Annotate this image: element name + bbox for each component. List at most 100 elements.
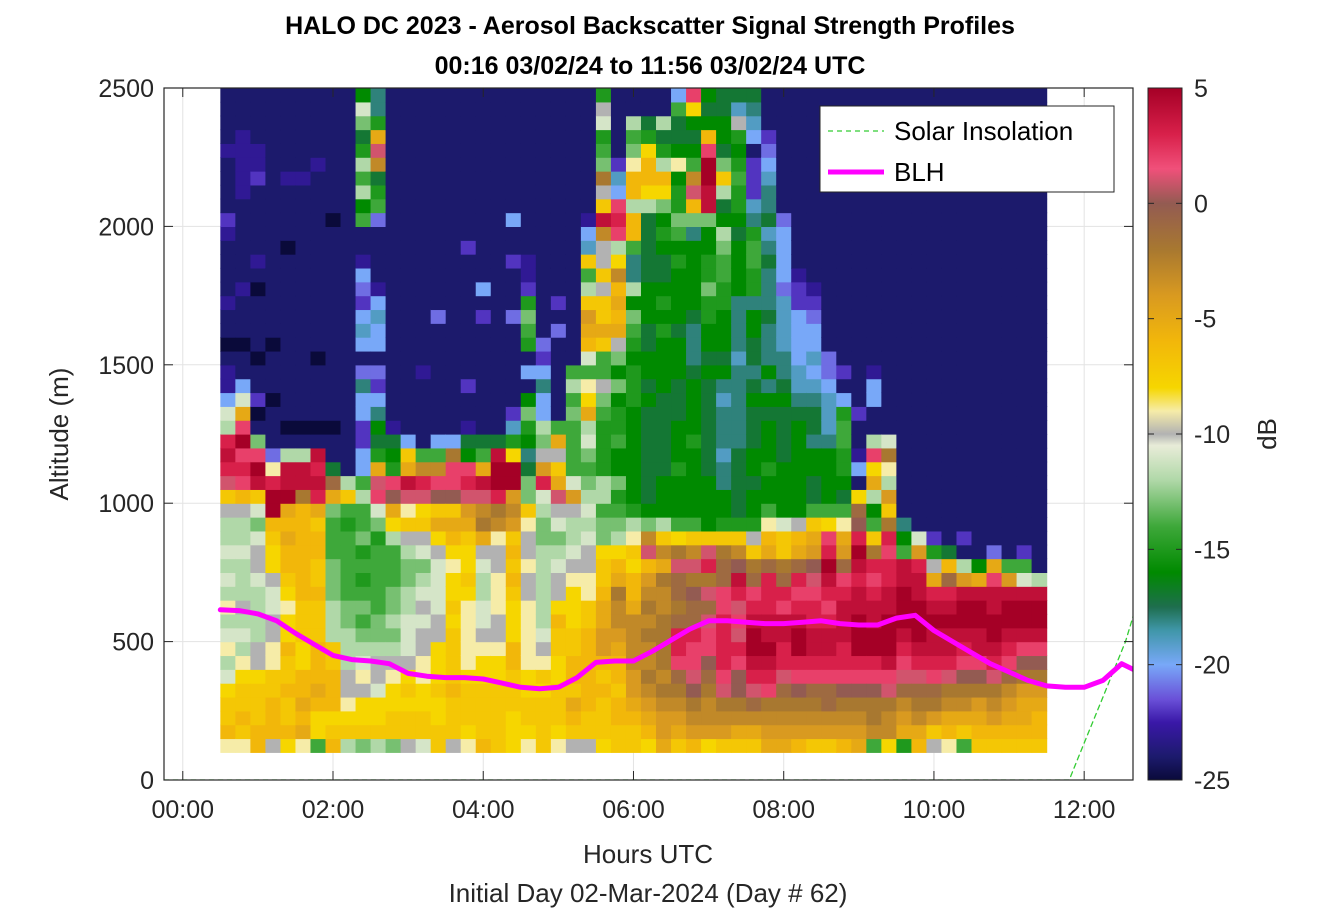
heatmap-cell bbox=[415, 392, 432, 407]
heatmap-cell bbox=[625, 696, 642, 712]
heatmap-cell bbox=[340, 88, 357, 103]
heatmap-cell bbox=[716, 337, 732, 352]
heatmap-cell bbox=[716, 157, 732, 172]
heatmap-cell bbox=[791, 434, 807, 449]
heatmap-cell bbox=[400, 378, 417, 394]
heatmap-cell bbox=[520, 157, 537, 172]
heatmap-cell bbox=[761, 461, 777, 477]
heatmap-cell bbox=[806, 212, 822, 227]
heatmap-cell bbox=[595, 226, 612, 241]
heatmap-cell bbox=[505, 475, 522, 490]
heatmap-cell bbox=[791, 641, 807, 657]
heatmap-cell bbox=[776, 240, 792, 255]
heatmap-cell bbox=[851, 198, 867, 214]
heatmap-cell bbox=[806, 267, 822, 283]
heatmap-cell bbox=[806, 627, 822, 643]
heatmap-cell bbox=[941, 613, 958, 629]
heatmap-cell bbox=[836, 475, 852, 490]
heatmap-cell bbox=[550, 143, 567, 158]
heatmap-cell bbox=[250, 337, 266, 352]
y-axis-label: Altitude (m) bbox=[44, 368, 74, 501]
heatmap-cell bbox=[866, 240, 882, 255]
heatmap-cell bbox=[911, 364, 928, 380]
heatmap-cell bbox=[235, 517, 251, 532]
heatmap-cell bbox=[1031, 544, 1048, 560]
heatmap-cell bbox=[791, 406, 807, 421]
heatmap-cell bbox=[520, 392, 537, 407]
heatmap-cell bbox=[640, 171, 657, 186]
heatmap-cell bbox=[325, 434, 342, 449]
heatmap-cell bbox=[746, 378, 762, 394]
heatmap-cell bbox=[881, 655, 897, 670]
heatmap-cell bbox=[971, 212, 988, 227]
heatmap-cell bbox=[310, 309, 327, 324]
heatmap-cell bbox=[370, 447, 387, 463]
heatmap-cell bbox=[235, 572, 251, 587]
heatmap-cell bbox=[295, 710, 312, 726]
heatmap-cell bbox=[866, 323, 882, 338]
heatmap-cell bbox=[535, 558, 552, 573]
heatmap-cell bbox=[1031, 655, 1048, 670]
heatmap-cell bbox=[565, 378, 582, 394]
heatmap-cell bbox=[926, 724, 943, 740]
heatmap-cell bbox=[475, 267, 492, 283]
heatmap-cell bbox=[806, 489, 822, 504]
colorbar-tick-label: -5 bbox=[1194, 306, 1216, 334]
heatmap-cell bbox=[851, 669, 867, 684]
heatmap-cell bbox=[851, 281, 867, 297]
heatmap-cell bbox=[490, 364, 507, 380]
heatmap-cell bbox=[220, 627, 236, 643]
heatmap-cell bbox=[911, 226, 928, 241]
heatmap-cell bbox=[340, 696, 357, 712]
heatmap-cell bbox=[310, 655, 327, 670]
heatmap-cell bbox=[355, 337, 372, 352]
heatmap-cell bbox=[445, 184, 462, 200]
heatmap-cell bbox=[911, 254, 928, 269]
heatmap-cell bbox=[656, 392, 672, 407]
heatmap-cell bbox=[520, 295, 537, 311]
heatmap-cell bbox=[911, 641, 928, 657]
heatmap-cell bbox=[565, 129, 582, 144]
heatmap-cell bbox=[671, 115, 687, 131]
heatmap-cell bbox=[1001, 447, 1018, 463]
heatmap-cell bbox=[851, 655, 867, 670]
heatmap-cell bbox=[250, 420, 266, 435]
heatmap-cell bbox=[896, 281, 912, 297]
heatmap-cell bbox=[550, 738, 567, 753]
heatmap-cell bbox=[370, 669, 387, 684]
heatmap-cell bbox=[761, 669, 777, 684]
heatmap-cell bbox=[295, 115, 312, 131]
heatmap-cell bbox=[220, 738, 236, 753]
heatmap-cell bbox=[415, 710, 432, 726]
heatmap-cell bbox=[881, 600, 897, 615]
heatmap-cell bbox=[625, 683, 642, 698]
heatmap-cell bbox=[220, 143, 236, 158]
heatmap-cell bbox=[430, 226, 447, 241]
heatmap-cell bbox=[250, 683, 266, 698]
heatmap-cell bbox=[686, 378, 702, 394]
heatmap-cell bbox=[1001, 461, 1018, 477]
heatmap-cell bbox=[580, 157, 597, 172]
heatmap-cell bbox=[896, 392, 912, 407]
heatmap-cell bbox=[1016, 295, 1033, 311]
heatmap-cell bbox=[941, 503, 958, 518]
heatmap-cell bbox=[926, 378, 943, 394]
heatmap-cell bbox=[791, 558, 807, 573]
heatmap-cell bbox=[430, 143, 447, 158]
heatmap-cell bbox=[761, 226, 777, 241]
heatmap-cell bbox=[625, 364, 642, 380]
heatmap-cell bbox=[580, 738, 597, 753]
heatmap-cell bbox=[415, 406, 432, 421]
heatmap-cell bbox=[415, 517, 432, 532]
heatmap-cell bbox=[295, 254, 312, 269]
heatmap-cell bbox=[580, 475, 597, 490]
heatmap-cell bbox=[385, 489, 402, 504]
heatmap-cell bbox=[806, 530, 822, 546]
heatmap-cell bbox=[520, 669, 537, 684]
heatmap-cell bbox=[836, 461, 852, 477]
heatmap-cell bbox=[926, 309, 943, 324]
heatmap-cell bbox=[325, 309, 342, 324]
heatmap-cell bbox=[625, 378, 642, 394]
heatmap-cell bbox=[911, 337, 928, 352]
heatmap-cell bbox=[460, 226, 477, 241]
